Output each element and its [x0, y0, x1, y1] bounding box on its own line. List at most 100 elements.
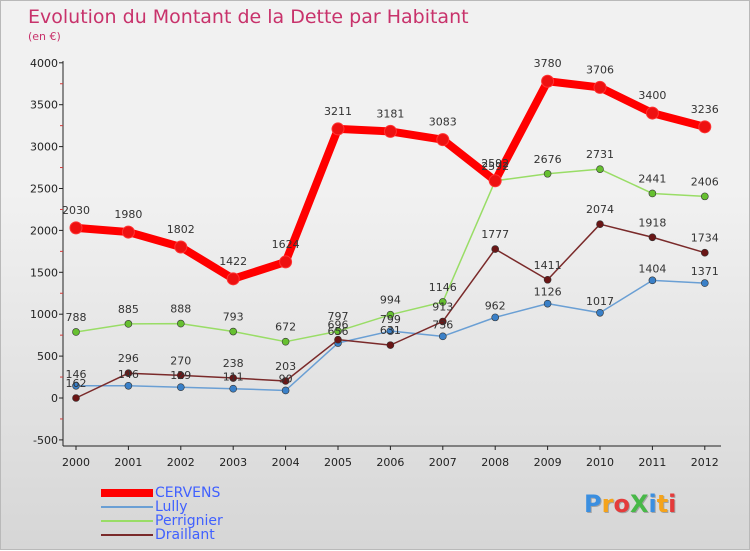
data-point-perrignier: [543, 169, 552, 178]
data-point-draillant: [72, 394, 80, 402]
data-point-cervens: [331, 122, 345, 136]
logo-letter: P: [584, 490, 602, 518]
data-label: 888: [170, 303, 191, 316]
data-label: 1371: [691, 265, 719, 278]
legend-item-draillant: Draillant: [101, 528, 223, 542]
data-point-cervens: [383, 124, 397, 138]
y-tick-label: 4000: [30, 57, 58, 70]
x-tick-label: 2000: [62, 456, 90, 469]
data-point-perrignier: [72, 328, 80, 336]
logo-letter: i: [648, 490, 657, 518]
data-point-draillant: [596, 220, 604, 228]
data-point-lully: [281, 386, 290, 395]
legend-item-cervens: CERVENS: [101, 486, 223, 500]
data-label: 111: [223, 371, 244, 384]
data-point-cervens: [436, 133, 450, 147]
data-label: 2592: [481, 160, 509, 173]
data-point-cervens: [279, 255, 293, 269]
y-tick-label: 0: [51, 392, 58, 405]
data-point-draillant: [124, 369, 133, 377]
data-point-lully: [596, 308, 604, 317]
x-tick-label: 2010: [586, 456, 614, 469]
data-label: 672: [275, 321, 296, 334]
data-point-perrignier: [648, 189, 657, 198]
data-point-lully: [543, 299, 552, 308]
data-label: 3400: [638, 89, 666, 102]
data-label: 962: [485, 299, 506, 312]
data-label: 3181: [376, 107, 404, 120]
data-point-draillant: [177, 371, 185, 380]
y-tick-label: 1000: [30, 308, 58, 321]
data-point-cervens: [69, 221, 83, 235]
data-label: 2441: [638, 172, 666, 185]
legend-swatch: [101, 520, 153, 522]
data-point-lully: [700, 279, 709, 287]
data-label: 146: [66, 368, 87, 381]
data-point-perrignier: [124, 320, 133, 328]
data-point-draillant: [281, 377, 290, 385]
data-label: 1777: [481, 228, 509, 241]
data-point-cervens: [174, 240, 188, 254]
data-point-lully: [124, 381, 133, 390]
data-label: 129: [170, 369, 191, 382]
data-point-lully: [229, 384, 237, 393]
x-tick-label: 2001: [114, 456, 142, 469]
legend: CERVENS Lully Perrignier Draillant: [101, 486, 223, 542]
data-label: 656: [328, 325, 349, 338]
logo-letter: X: [629, 490, 649, 518]
data-point-cervens: [593, 80, 607, 94]
legend-label: CERVENS: [155, 485, 221, 501]
data-point-cervens: [541, 74, 555, 88]
x-tick-label: 2003: [219, 456, 247, 469]
data-label: 1146: [429, 281, 457, 294]
data-label: 913: [432, 300, 453, 313]
data-point-lully: [72, 381, 80, 390]
y-tick-label: 1500: [30, 266, 58, 279]
data-label: 1017: [586, 295, 614, 308]
y-tick-label: 2500: [30, 183, 58, 196]
x-tick-label: 2002: [167, 456, 195, 469]
legend-swatch: [101, 534, 153, 536]
data-label: 270: [170, 354, 191, 367]
x-tick-label: 2007: [429, 456, 457, 469]
data-point-cervens: [226, 272, 240, 286]
data-label: 3706: [586, 63, 614, 76]
data-label: 3236: [691, 103, 719, 116]
data-label: 3083: [429, 116, 457, 129]
x-tick-label: 2011: [638, 456, 666, 469]
data-label: 885: [118, 303, 139, 316]
data-label: 2030: [62, 204, 90, 217]
data-label: 2406: [691, 175, 719, 188]
x-tick-label: 2006: [376, 456, 404, 469]
data-label: 797: [328, 310, 349, 323]
axes: -500 0 500 1000 1500 2000 2500 3000 3500 4000 2000…: [30, 57, 721, 469]
logo-letter: r: [601, 490, 614, 518]
x-tick-label: 2009: [534, 456, 562, 469]
legend-item-lully: Lully: [101, 500, 223, 514]
data-label: 146: [118, 368, 139, 381]
data-label: 90: [279, 372, 293, 385]
y-tick-label: 3000: [30, 141, 58, 154]
data-label: 788: [66, 311, 87, 324]
proxiti-logo: ProXiti: [584, 490, 676, 518]
data-label: 2676: [534, 153, 562, 166]
data-point-draillant: [543, 275, 552, 284]
data-label: 994: [380, 294, 401, 307]
data-label: 2074: [586, 203, 614, 216]
data-point-draillant: [438, 317, 447, 326]
data-label: 1411: [534, 259, 562, 272]
data-point-perrignier: [229, 327, 237, 336]
series-layer: [69, 74, 712, 402]
legend-item-perrignier: Perrignier: [101, 514, 223, 528]
data-point-draillant: [648, 233, 657, 242]
data-label: 1734: [691, 232, 719, 245]
data-point-perrignier: [438, 298, 447, 306]
x-tick-label: 2012: [691, 456, 719, 469]
x-tick-label: 2004: [272, 456, 300, 469]
data-label: 1126: [534, 286, 562, 299]
data-label: 736: [432, 318, 453, 331]
chart-subtitle: (en €): [28, 30, 61, 43]
data-label: 1918: [638, 216, 666, 229]
y-tick-label: -500: [33, 434, 58, 447]
